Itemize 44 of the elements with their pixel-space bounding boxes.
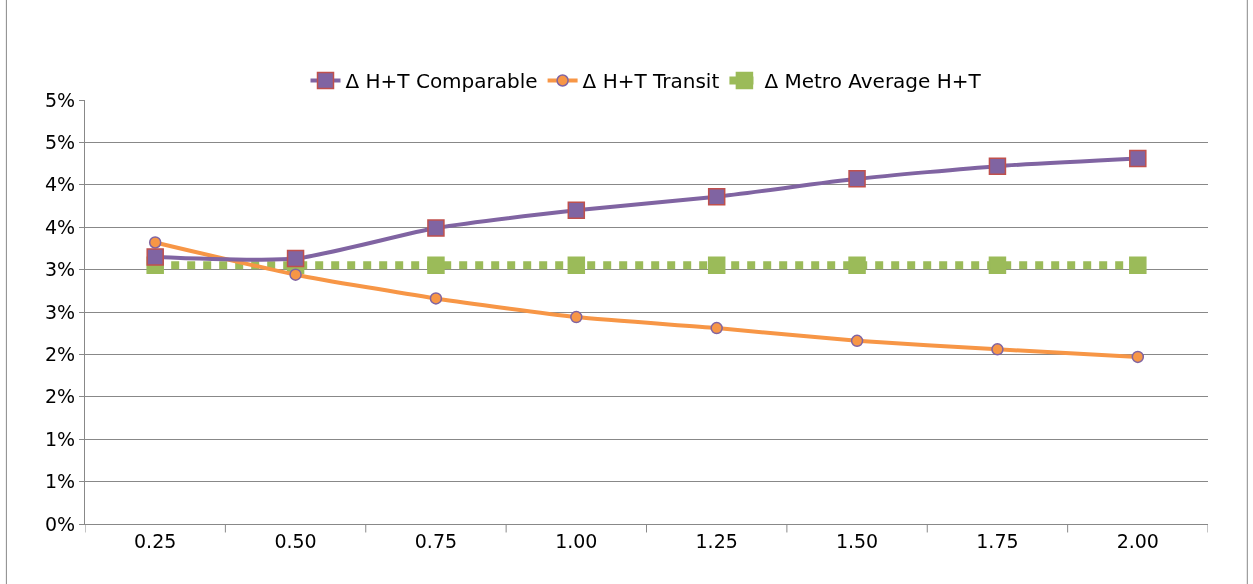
x-tick-label: 2.00	[1116, 529, 1159, 552]
y-tick-label: 5%	[45, 88, 76, 111]
point	[567, 256, 586, 275]
point	[429, 292, 443, 305]
y-tick-label: 4%	[45, 215, 76, 238]
legend-label: Δ H+T Transit	[582, 69, 720, 94]
point	[1131, 350, 1145, 364]
x-tick-label: 1.75	[976, 529, 1019, 552]
x-tick-label: 1.50	[835, 529, 879, 552]
point	[707, 256, 726, 275]
y-tick-label: 5%	[45, 131, 76, 154]
x-tick-label: 1.25	[695, 529, 738, 552]
point	[850, 334, 864, 348]
x-tick-label: 0.25	[134, 529, 177, 552]
y-tick-label: 1%	[45, 470, 76, 493]
y-tick-label: 0%	[45, 512, 76, 535]
point	[707, 187, 726, 206]
point	[848, 170, 866, 188]
point	[1129, 149, 1147, 168]
legend-label: Δ Metro Average H+T	[764, 69, 982, 94]
point	[427, 219, 445, 237]
point	[848, 256, 866, 275]
point	[991, 343, 1004, 356]
point	[988, 256, 1007, 275]
point	[289, 268, 302, 281]
point	[148, 236, 162, 249]
y-tick-label: 1%	[45, 427, 76, 450]
point	[567, 201, 586, 219]
point	[988, 157, 1007, 175]
point	[710, 321, 723, 335]
point	[570, 310, 583, 324]
x-tick-label: 0.75	[414, 529, 458, 552]
x-tick-label: 0.50	[274, 529, 317, 552]
y-tick-label: 3%	[45, 258, 76, 281]
y-tick-label: 2%	[45, 385, 76, 408]
legend-label: Δ H+T Comparable	[345, 69, 538, 94]
y-tick-label: 3%	[45, 300, 76, 323]
y-tick-label: 4%	[45, 173, 76, 196]
point	[286, 249, 305, 268]
point	[146, 248, 164, 266]
point	[1129, 256, 1147, 275]
x-tick-label: 1.00	[555, 529, 598, 552]
y-tick-label: 2%	[45, 343, 76, 366]
point	[427, 256, 445, 275]
